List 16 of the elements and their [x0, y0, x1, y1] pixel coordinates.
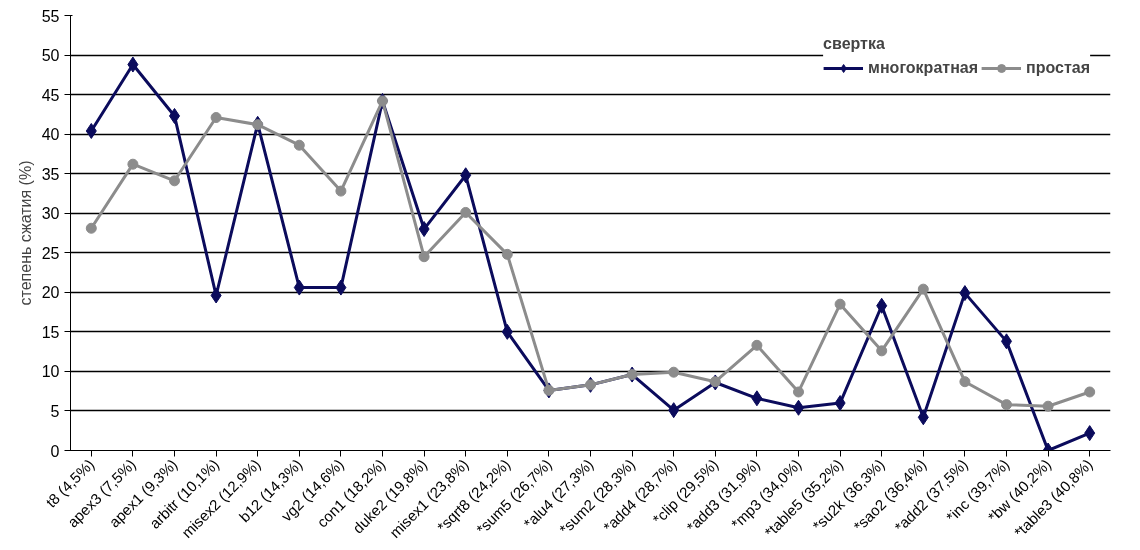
y-tick-label: 0 [50, 442, 60, 460]
legend-label: многократная [868, 59, 979, 77]
y-tick-label: 50 [41, 47, 60, 65]
legend-title: свертка [823, 35, 886, 53]
y-tick-label: 35 [41, 165, 60, 183]
y-tick-label: 45 [41, 86, 60, 104]
y-tick-label: 55 [41, 7, 60, 25]
legend-label: простая [1026, 59, 1090, 77]
y-tick-label: 40 [41, 126, 60, 144]
y-tick-label: 15 [41, 323, 60, 341]
y-axis-title: степень сжатия (%) [16, 160, 34, 306]
y-tick-label: 10 [41, 363, 60, 381]
y-tick-label: 25 [41, 244, 60, 262]
y-tick-label: 30 [41, 205, 60, 223]
y-tick-label: 5 [50, 402, 60, 420]
y-tick-label: 20 [41, 284, 60, 302]
